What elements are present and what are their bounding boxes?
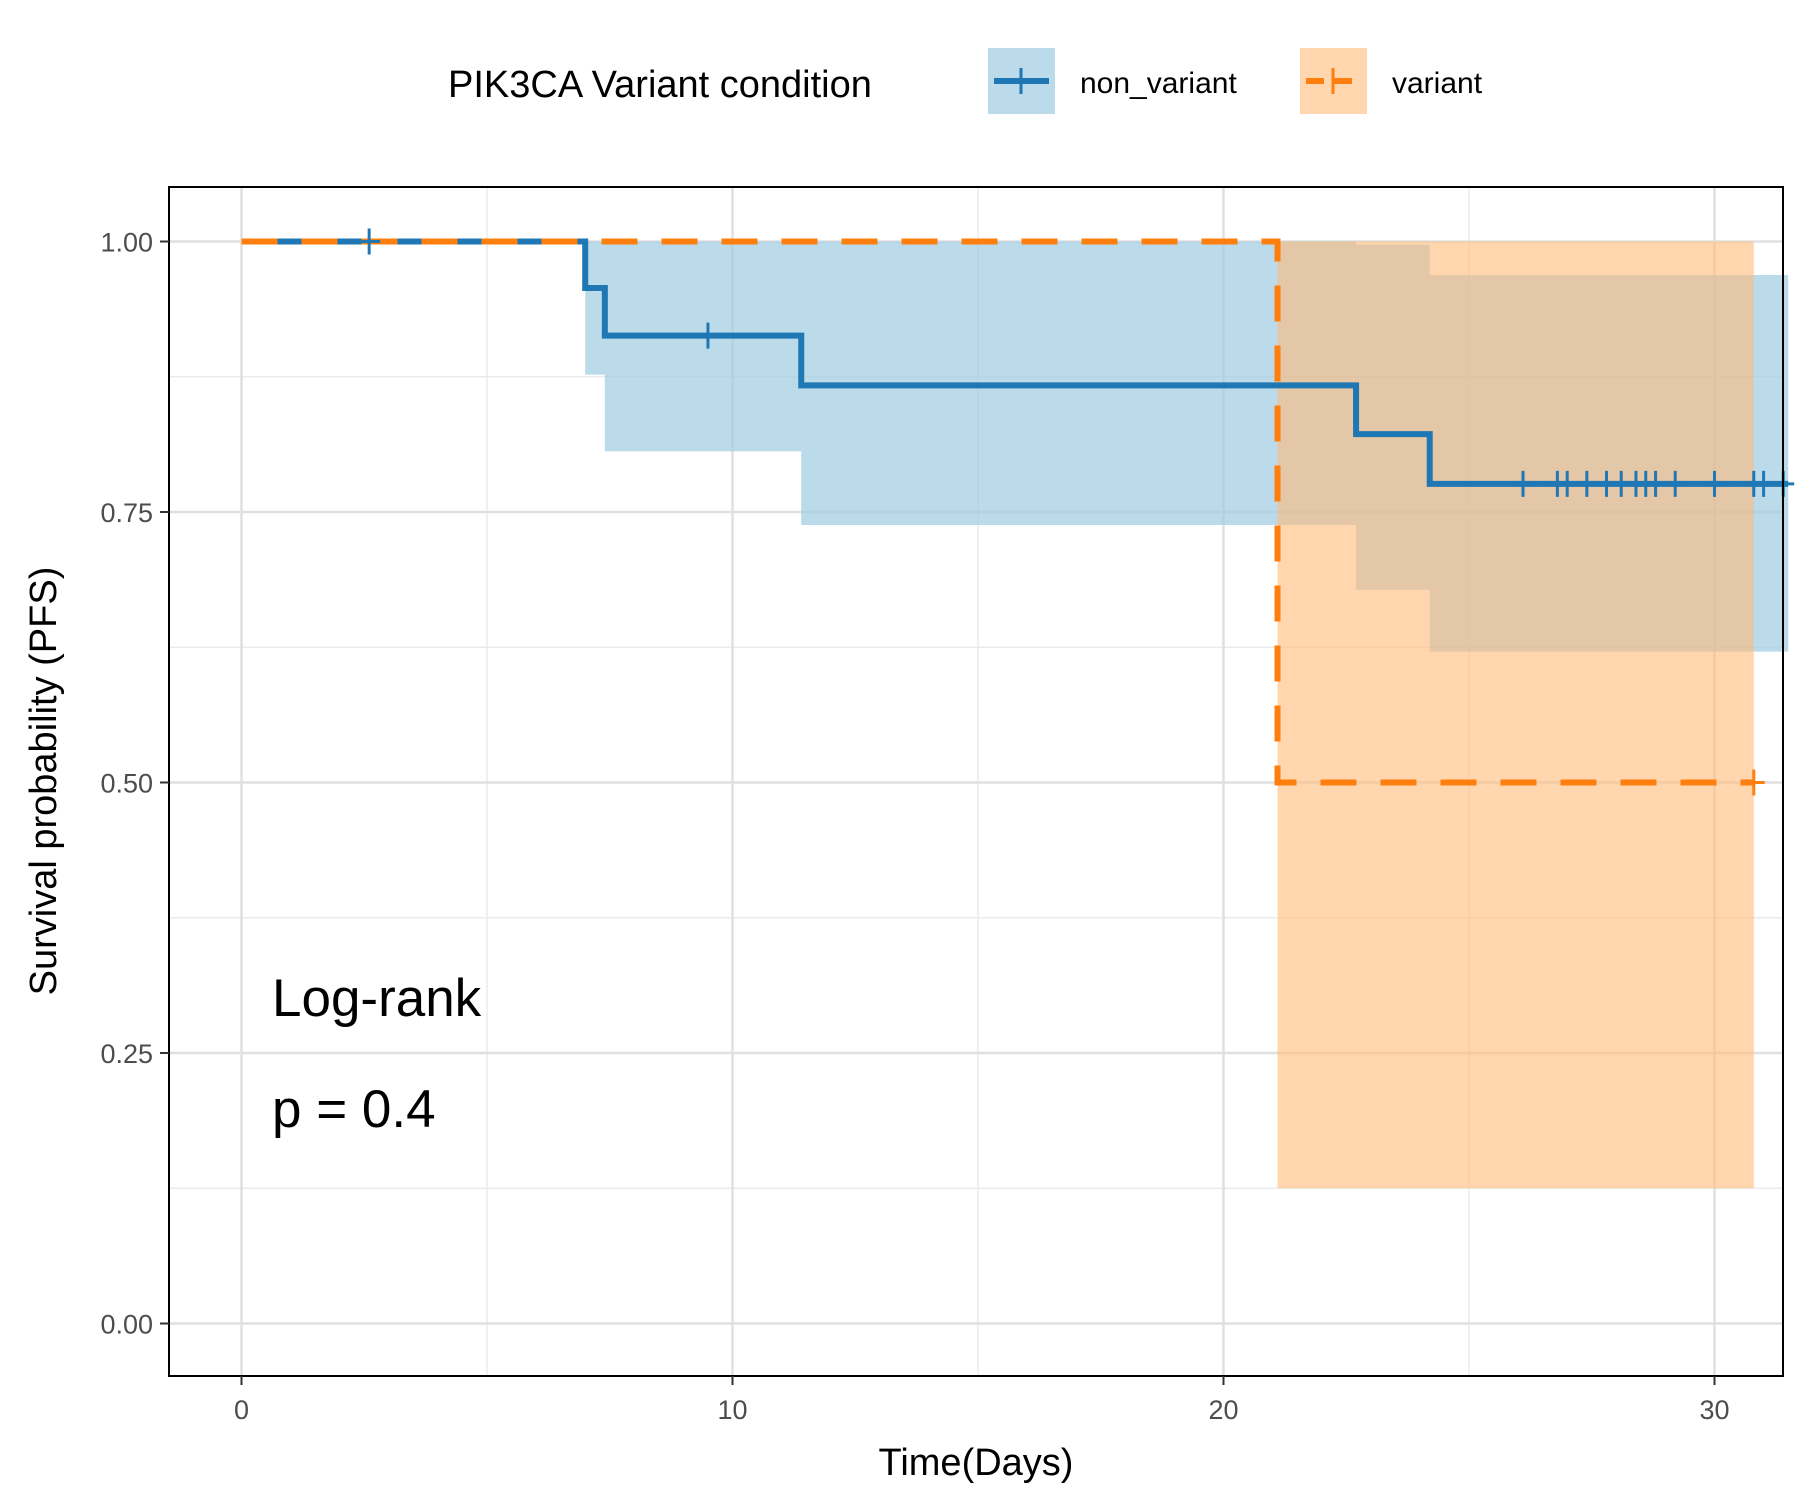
curve-variant (241, 238, 1754, 786)
logrank-label: Log-rank (272, 969, 482, 1028)
y-tick-label: 0.00 (100, 1310, 153, 1340)
survival-curves (241, 238, 1789, 786)
legend: PIK3CA Variant condition non_variant var… (448, 48, 1483, 114)
x-tick-label: 0 (234, 1395, 249, 1425)
x-axis: 0 10 20 30 (234, 1376, 1730, 1425)
p-value-label: p = 0.4 (272, 1080, 436, 1139)
confidence-bands (241, 241, 1789, 1189)
y-axis-title: Survival probability (PFS) (23, 567, 65, 996)
ci-band-variant (241, 241, 1754, 1189)
legend-label-variant: variant (1392, 67, 1483, 100)
x-tick-label: 20 (1208, 1395, 1238, 1425)
x-tick-label: 10 (717, 1395, 747, 1425)
censor-marks (358, 228, 1795, 796)
legend-label-non-variant: non_variant (1080, 67, 1237, 100)
x-axis-title: Time(Days) (879, 1442, 1074, 1484)
y-tick-label: 0.50 (100, 769, 153, 799)
legend-title: PIK3CA Variant condition (448, 64, 872, 106)
y-tick-label: 1.00 (100, 228, 153, 258)
x-tick-label: 30 (1699, 1395, 1729, 1425)
y-tick-label: 0.75 (100, 498, 153, 528)
curve-non_variant (241, 238, 1789, 487)
y-axis: 0.00 0.25 0.50 0.75 1.00 (100, 228, 169, 1340)
y-tick-label: 0.25 (100, 1039, 153, 1069)
